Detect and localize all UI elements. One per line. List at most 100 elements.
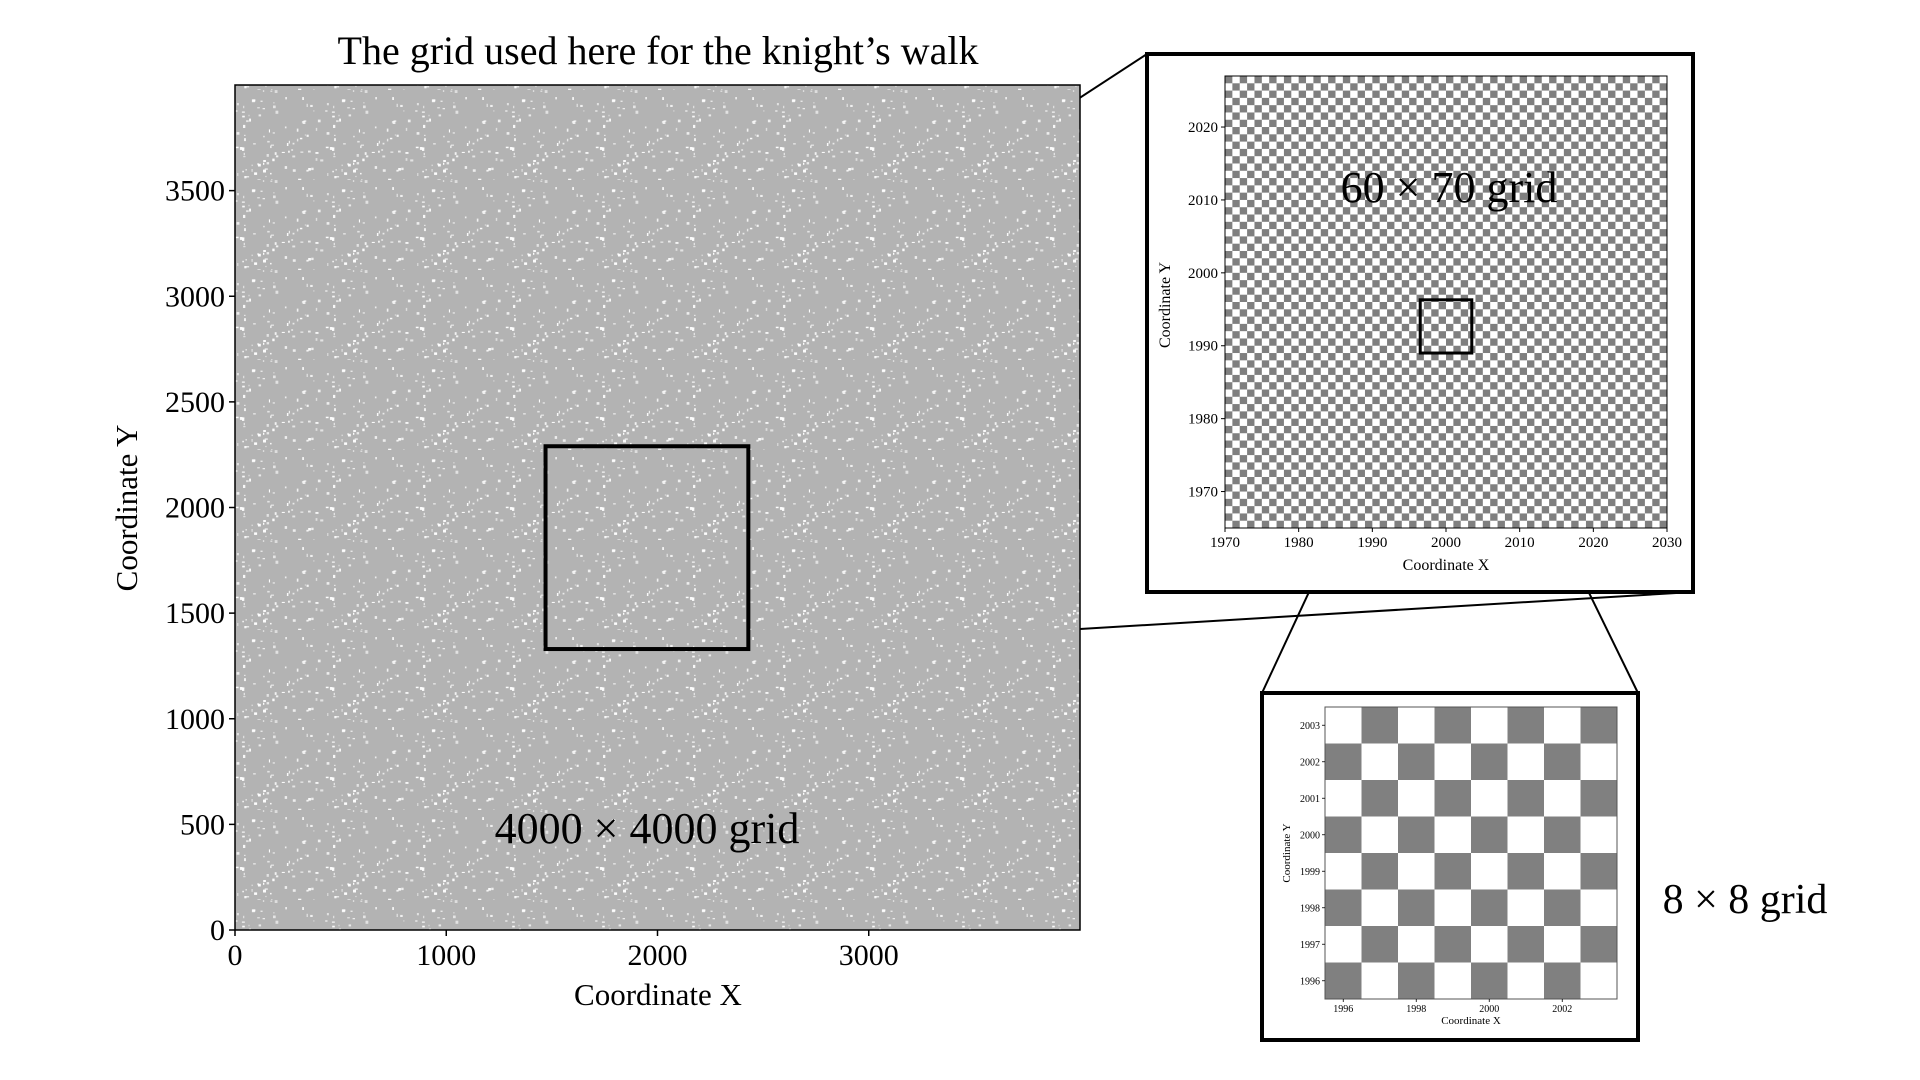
main-x-ticks: 0 1000 2000 3000: [228, 930, 899, 972]
inset-8x8-cell: [1434, 707, 1472, 744]
inset-8x8-y-tick-label: 2003: [1300, 721, 1320, 732]
inset-8x8-x-tick-label: 2002: [1552, 1004, 1572, 1015]
inset-8x8-cell: [1434, 926, 1472, 963]
inset-8x8-cells: [1325, 707, 1618, 1000]
inset-8x8-y-tick-label: 1999: [1300, 867, 1320, 878]
inset-8x8-cell: [1434, 780, 1472, 817]
inset-8x8-y-tick-label: 2000: [1300, 830, 1320, 841]
inset-8x8-cell: [1434, 889, 1472, 927]
inset-8x8-cell: [1544, 816, 1581, 854]
inset-8x8-cell: [1325, 962, 1362, 1000]
inset-8x8-cell: [1580, 962, 1618, 1000]
inset-8x8-cell: [1471, 853, 1508, 890]
main-y-tick-label: 3000: [165, 280, 225, 313]
inset-8x8-cell: [1544, 889, 1581, 927]
inset-8x8-cell: [1434, 853, 1472, 890]
inset-8x8-cell: [1361, 962, 1399, 1000]
inset-60x70-area: [1225, 76, 1667, 528]
inset-60x70-x-axis-label: Coordinate X: [1403, 557, 1490, 574]
inset-8x8-cell: [1580, 707, 1618, 744]
inset-8x8-y-tick-label: 1998: [1300, 903, 1320, 914]
main-y-tick-label: 0: [210, 914, 225, 947]
inset-8x8-axes-frame: [1324, 706, 1618, 1000]
inset-60x70-x-tick-label: 2000: [1431, 535, 1461, 551]
inset-60x70-zoom-box: [1418, 298, 1474, 355]
inset-8x8-x-tick-label: 2000: [1479, 1004, 1499, 1015]
inset-8x8-cell: [1507, 962, 1545, 1000]
inset-8x8-cell: [1325, 816, 1362, 854]
inset-8x8-cell: [1398, 816, 1435, 854]
main-grid-speckle: [235, 85, 1080, 930]
main-x-tick-label: 3000: [839, 939, 899, 972]
main-grid-annotation: 4000 × 4000 grid: [495, 804, 800, 853]
inset-8x8-cell: [1398, 707, 1435, 744]
inset-8x8-x-tick-label: 1998: [1406, 1004, 1426, 1015]
inset-8x8-cell: [1471, 889, 1508, 927]
inset-8x8-x-axis-label: Coordinate X: [1441, 1015, 1501, 1027]
inset-60x70-y-tick-label: 2020: [1188, 120, 1218, 136]
inset-60x70-x-tick-label: 1970: [1210, 535, 1240, 551]
inset-8x8-cell: [1471, 780, 1508, 817]
inset-8x8-cell: [1471, 926, 1508, 963]
inset-8x8-cell: [1544, 743, 1581, 781]
inset-8x8-cell: [1361, 707, 1399, 744]
inset-8x8-cell: [1471, 962, 1508, 1000]
inset-8x8-cell: [1325, 853, 1362, 890]
inset-8x8-cell: [1361, 926, 1399, 963]
inset-8x8-cell: [1361, 816, 1399, 854]
inset-8x8-y-axis-label: Coordinate Y: [1281, 823, 1293, 882]
inset-8x8-y-tick-label: 1997: [1300, 940, 1320, 951]
main-x-tick-label: 1000: [416, 939, 476, 972]
main-x-axis-label: Coordinate X: [574, 977, 742, 1012]
main-y-ticks: 0 500 1000 1500 2000 2500 3000 3500: [165, 175, 235, 947]
inset-8x8-cell: [1507, 780, 1545, 817]
inset-8x8-cell: [1325, 707, 1362, 744]
inset-8x8-cell: [1471, 743, 1508, 781]
inset-8x8-x-ticks: 1996 1998 2000 2002: [1333, 999, 1572, 1015]
inset-8x8-cell: [1544, 780, 1581, 817]
main-grid-plot: The grid used here for the knight’s walk…: [109, 28, 1081, 1012]
inset-60x70-y-tick-label: 1970: [1188, 485, 1218, 501]
inset-8x8-cell: [1398, 780, 1435, 817]
inset-8x8-cell: [1507, 816, 1545, 854]
inset-8x8-cell: [1507, 926, 1545, 963]
inset-60x70-x-tick-label: 1980: [1284, 535, 1314, 551]
main-x-tick-label: 0: [228, 939, 243, 972]
inset-60x70-y-tick-label: 2000: [1188, 266, 1218, 282]
inset-8x8-cell: [1580, 926, 1618, 963]
inset-60x70-x-tick-label: 2010: [1505, 535, 1535, 551]
inset-8x8-annotation: 8 × 8 grid: [1663, 877, 1828, 923]
inset-8x8-cell: [1580, 780, 1618, 817]
main-y-tick-label: 1000: [165, 703, 225, 736]
inset-8x8-cell: [1507, 743, 1545, 781]
inset-8x8-cell: [1361, 743, 1399, 781]
inset-8x8-cell: [1361, 889, 1399, 927]
inset-60x70-x-tick-label: 2030: [1652, 535, 1682, 551]
inset-60x70-x-tick-label: 2020: [1578, 535, 1608, 551]
inset-8x8-cell: [1507, 889, 1545, 927]
inset-8x8-cell: [1325, 743, 1362, 781]
inset-8x8-cell: [1507, 853, 1545, 890]
inset-8x8-y-tick-label: 2002: [1300, 757, 1320, 768]
inset-8x8-cell: [1434, 962, 1472, 1000]
main-zoom-box: [543, 444, 751, 652]
inset-8x8-cell: [1507, 707, 1545, 744]
inset-8x8-cell: [1471, 816, 1508, 854]
inset-8x8-cell: [1544, 707, 1581, 744]
inset-8x8-cell: [1325, 780, 1362, 817]
inset-8x8-cell: [1398, 926, 1435, 963]
inset-60x70-x-tick-label: 1990: [1357, 535, 1387, 551]
inset-8x8-y-tick-label: 1996: [1300, 976, 1320, 987]
inset-8x8-cell: [1398, 743, 1435, 781]
inset-8x8-cell: [1471, 707, 1508, 744]
inset-8x8-cell: [1580, 853, 1618, 890]
inset-8x8-y-ticks: 1996 1997 1998 1999 2000 2001 2002 2003: [1300, 721, 1325, 987]
inset-60x70-x-ticks: 1970 1980 1990 2000 2010 2020 2030: [1210, 528, 1682, 551]
main-y-tick-label: 2000: [165, 492, 225, 525]
inset-60x70-y-tick-label: 2010: [1188, 193, 1218, 209]
main-y-axis-label: Coordinate Y: [109, 425, 144, 592]
inset-8x8-cell: [1580, 816, 1618, 854]
inset-8x8-cell: [1580, 889, 1618, 927]
inset-8x8-cell: [1398, 853, 1435, 890]
